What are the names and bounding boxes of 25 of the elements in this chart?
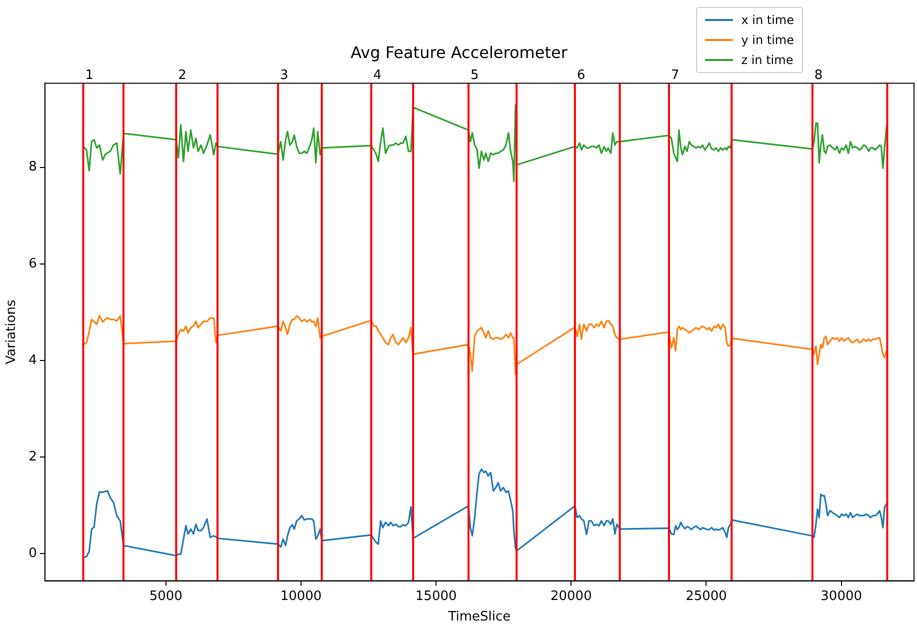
legend-label: x in time xyxy=(741,13,794,27)
x-tick-label: 30000 xyxy=(820,588,862,604)
x-tick-label: 25000 xyxy=(686,588,727,604)
x-axis-title: TimeSlice xyxy=(447,610,511,625)
legend-label: z in time xyxy=(741,53,794,67)
text: 3 xyxy=(280,68,288,84)
text: 5 xyxy=(470,68,479,84)
x-tick-label: 10000 xyxy=(280,588,322,604)
x-tick-label: 20000 xyxy=(550,588,592,604)
y-tick-label: 0 xyxy=(28,546,37,562)
text: 4 xyxy=(373,68,382,84)
y-tick-label: 8 xyxy=(28,160,37,175)
chart-title: Avg Feature Accelerometer xyxy=(350,42,568,62)
text: 1 xyxy=(85,68,94,84)
y-tick-label: 2 xyxy=(28,450,37,464)
x-tick-label: 15000 xyxy=(415,588,457,604)
y-axis-title: Variations xyxy=(4,300,20,364)
text: 6 xyxy=(576,68,586,84)
y-tick-label: 6 xyxy=(28,256,37,272)
x-tick-label: 5000 xyxy=(149,588,182,604)
text: 7 xyxy=(670,68,680,84)
y-tick-label: 4 xyxy=(28,352,37,368)
text: 8 xyxy=(814,68,823,84)
legend-label: y in time xyxy=(741,33,794,47)
text: 2 xyxy=(178,68,186,84)
